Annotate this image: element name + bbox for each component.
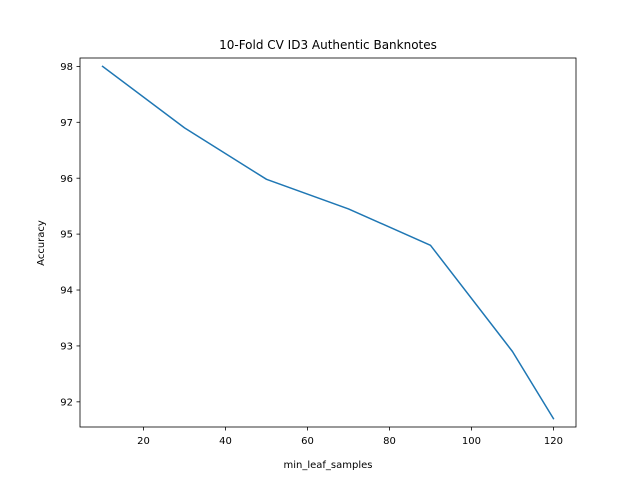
y-tick-label: 97 [60,118,73,129]
chart-title: 10-Fold CV ID3 Authentic Banknotes [219,38,437,52]
axes-frame [79,57,577,428]
x-tick-label: 60 [301,436,314,447]
y-tick-label: 96 [60,174,73,185]
y-tick-label: 95 [60,230,73,241]
y-tick-label: 93 [60,342,73,353]
x-axis-label: min_leaf_samples [283,460,372,471]
x-tick-label: 120 [544,436,563,447]
x-tick-label: 100 [462,436,481,447]
axes-ticks: 20 40 60 80 100 120 92 93 94 95 96 97 98 [60,57,577,447]
plot-area [101,65,555,420]
x-tick-label: 20 [137,436,150,447]
y-tick-label: 98 [60,62,73,73]
y-tick-label: 92 [60,397,73,408]
y-tick-label: 94 [60,286,73,297]
x-tick-label: 40 [219,436,232,447]
y-axis-label: Accuracy [36,220,47,266]
x-tick-label: 80 [383,436,396,447]
